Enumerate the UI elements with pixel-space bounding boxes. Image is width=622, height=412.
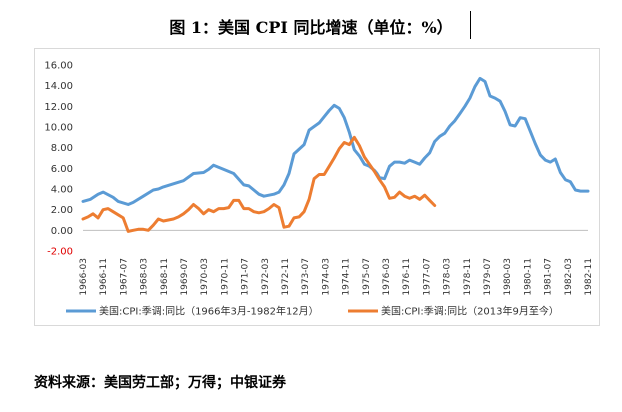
x-tick-label: 1976-11: [402, 258, 412, 296]
legend-label-2: 美国:CPI:季调:同比（2013年9月至今）: [381, 305, 559, 318]
x-tick-label: 1976-03: [382, 258, 392, 296]
x-tick-label: 1980-03: [503, 258, 513, 296]
source-note: 资料来源：美国劳工部；万得；中银证券: [34, 375, 286, 391]
x-tick-label: 1979-07: [483, 258, 493, 296]
y-tick-label: 8.00: [51, 143, 73, 154]
series-line-2: [81, 135, 437, 233]
x-tick-label: 1968-03: [140, 258, 150, 296]
title-divider: [470, 11, 471, 39]
x-tick-label: 1972-11: [281, 258, 291, 296]
y-tick-label: -2.00: [47, 247, 73, 258]
x-tick-label: 1982-03: [564, 258, 574, 296]
x-tick-label: 1969-07: [180, 258, 190, 296]
y-tick-label: 14.00: [44, 81, 73, 92]
x-tick-label: 1970-11: [220, 258, 230, 296]
x-tick-label: 1972-03: [261, 258, 271, 296]
y-tick-label: 12.00: [44, 102, 73, 113]
x-tick-label: 1975-07: [362, 258, 372, 296]
y-tick-label: 2.00: [51, 205, 73, 216]
series-line-1: [81, 76, 590, 206]
x-tick-label: 1980-11: [523, 258, 533, 296]
y-tick-label: 4.00: [51, 185, 73, 196]
x-tick-label: 1978-03: [443, 258, 453, 296]
y-tick-label: 10.00: [44, 123, 73, 134]
x-tick-label: 1970-03: [200, 258, 210, 296]
x-tick-label: 1973-07: [301, 258, 311, 296]
y-tick-label: 6.00: [51, 164, 73, 175]
x-tick-label: 1982-11: [584, 258, 594, 296]
chart-frame: [34, 48, 600, 326]
x-tick-label: 1966-11: [99, 258, 109, 296]
legend-label-1: 美国:CPI:季调:同比（1966年3月-1982年12月）: [99, 305, 319, 318]
x-tick-label: 1974-11: [342, 258, 352, 296]
x-tick-label: 1978-11: [463, 258, 473, 296]
x-tick-label: 1977-07: [422, 258, 432, 296]
x-tick-label: 1981-07: [544, 258, 554, 296]
x-tick-label: 1971-07: [241, 258, 251, 296]
x-tick-label: 1966-03: [79, 258, 89, 296]
x-tick-label: 1968-11: [160, 258, 170, 296]
x-tick-label: 1967-07: [119, 258, 129, 296]
y-tick-label: 16.00: [44, 61, 73, 72]
y-tick-label: 0.00: [51, 226, 73, 237]
x-tick-label: 1974-03: [321, 258, 331, 296]
chart-title: 图 1：美国 CPI 同比增速（单位：%）: [169, 18, 453, 37]
